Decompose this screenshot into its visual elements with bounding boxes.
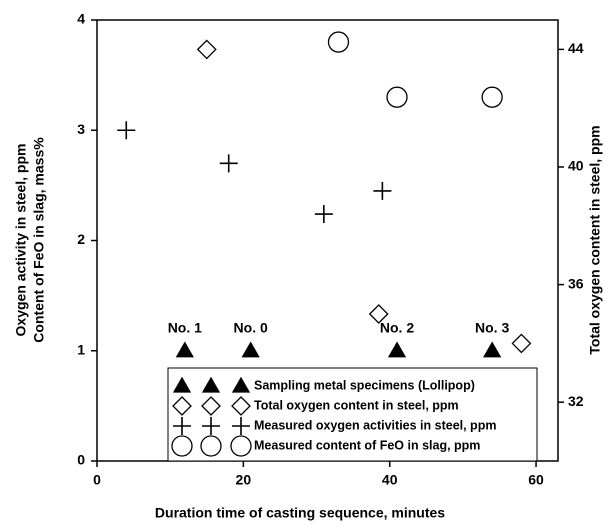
plus-marker xyxy=(314,205,333,224)
legend-label: Measured oxygen activities in steel, ppm xyxy=(254,418,496,432)
y-axis-label: Oxygen activity in steel, ppm xyxy=(13,144,29,337)
point-label: No. 0 xyxy=(234,319,268,335)
y-tick-label: 1 xyxy=(77,341,85,357)
y2-axis-label: Total oxygen content in steel, ppm xyxy=(587,125,603,354)
x-axis-label: Duration time of casting sequence, minut… xyxy=(155,505,445,521)
legend-marker xyxy=(172,396,192,416)
plus-marker xyxy=(219,154,238,173)
legend-marker xyxy=(173,417,191,435)
circle-marker xyxy=(327,31,350,53)
y-tick-label: 0 xyxy=(77,452,85,468)
legend-label: Total oxygen content in steel, ppm xyxy=(254,398,459,412)
legend-marker xyxy=(230,435,252,457)
legend-label: Measured content of FeO in slag, ppm xyxy=(254,438,480,452)
y2-tick-label: 36 xyxy=(568,275,584,291)
y2-tick-label: 40 xyxy=(568,158,584,174)
x-tick-label: 40 xyxy=(382,472,398,488)
legend-label: Sampling metal specimens (Lollipop) xyxy=(254,378,475,392)
triangle-marker xyxy=(241,341,260,358)
x-tick-label: 0 xyxy=(93,472,101,488)
legend-marker xyxy=(201,376,221,393)
legend-marker xyxy=(172,376,192,393)
legend-box xyxy=(167,367,538,462)
legend-marker xyxy=(202,417,220,435)
x-tick-label: 60 xyxy=(528,472,544,488)
triangle-marker xyxy=(483,341,502,358)
point-label: No. 2 xyxy=(380,319,414,335)
circle-marker xyxy=(386,86,408,108)
y2-tick-label: 44 xyxy=(568,40,584,56)
point-label: No. 1 xyxy=(168,319,202,335)
diamond-marker xyxy=(196,39,217,60)
plus-marker xyxy=(373,181,392,200)
legend-marker xyxy=(231,376,251,393)
point-label: No. 3 xyxy=(475,319,509,335)
diamond-marker xyxy=(368,304,389,324)
y2-tick-label: 32 xyxy=(568,393,584,409)
legend-marker xyxy=(231,396,251,416)
y-tick-label: 2 xyxy=(77,231,85,247)
plus-marker xyxy=(117,121,136,140)
triangle-marker xyxy=(175,341,194,358)
legend-marker xyxy=(232,417,250,435)
legend-marker xyxy=(201,396,221,416)
legend-marker xyxy=(200,435,222,457)
legend-marker xyxy=(171,435,193,457)
x-tick-label: 20 xyxy=(236,472,252,488)
diamond-marker xyxy=(511,333,532,354)
y-tick-label: 3 xyxy=(77,121,85,137)
y-axis-label: Content of FeO in slag, mass% xyxy=(31,137,47,343)
circle-marker xyxy=(481,86,503,108)
triangle-marker xyxy=(387,341,407,358)
y-tick-label: 4 xyxy=(77,11,85,27)
